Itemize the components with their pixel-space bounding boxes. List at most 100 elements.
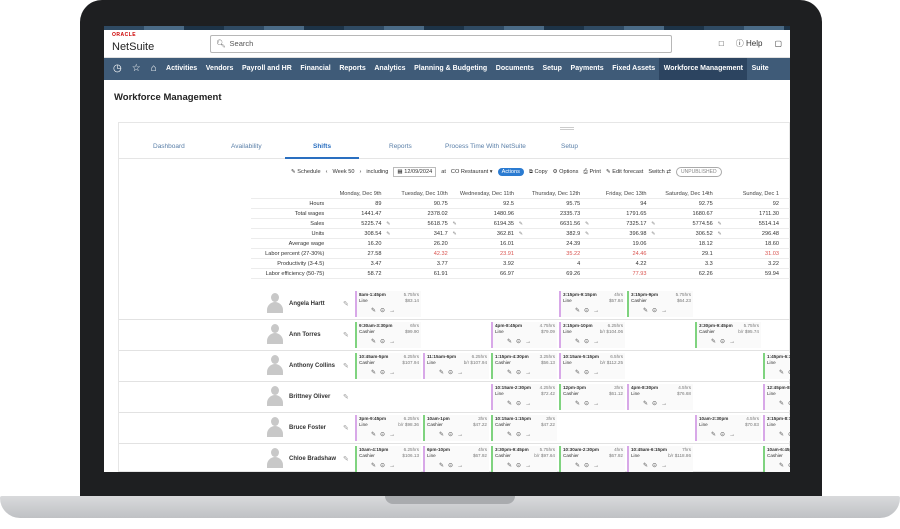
edit-pencil-icon[interactable]: ✎ <box>386 231 391 237</box>
remove-shift-icon[interactable]: ⊝ <box>788 432 790 438</box>
tab-dashboard[interactable]: Dashboard <box>153 143 185 150</box>
shift-card[interactable]: 10:45am-5pm 6.25hrs Cashier $107.94 ✎⊝→ <box>355 353 421 379</box>
edit-shift-icon[interactable]: ✎ <box>371 339 381 345</box>
shift-card[interactable]: 3:15pm-9:15pm 4hrs Line $57.84 ✎⊝→ <box>559 291 625 317</box>
move-shift-icon[interactable]: → <box>525 463 536 469</box>
move-shift-icon[interactable]: → <box>389 463 400 469</box>
edit-pencil-icon[interactable]: ✎ <box>518 221 523 227</box>
nav-item-vendors[interactable]: Vendors <box>205 65 234 72</box>
drag-handle[interactable] <box>560 127 574 130</box>
shift-card[interactable]: 3:30pm-9:45pm 5.75hrs Cashier b/r $95.74 ✎⊝→ <box>695 322 761 348</box>
global-search[interactable]: 🔍︎ Search <box>210 34 672 53</box>
edit-shift-icon[interactable]: ✎ <box>507 401 517 407</box>
edit-shift-icon[interactable]: ✎ <box>779 432 789 438</box>
help-link[interactable]: ⓘ Help <box>735 39 763 48</box>
edit-shift-icon[interactable]: ✎ <box>779 463 789 469</box>
tab-shifts[interactable]: Shifts <box>284 143 360 159</box>
shift-card[interactable]: 3:15pm-8:15pmLine✎⊝→ <box>763 415 790 441</box>
remove-shift-icon[interactable]: ⊝ <box>584 339 594 345</box>
remove-shift-icon[interactable]: ⊝ <box>516 370 526 376</box>
remove-shift-icon[interactable]: ⊝ <box>516 339 526 345</box>
shift-card[interactable]: 3pm-9:45pm 6.25hrs Line b/r $98.36 ✎⊝→ <box>355 415 421 441</box>
copy-button[interactable]: ⧉ Copy <box>528 168 548 175</box>
shift-card[interactable]: 12pm-3pm 3hrs Cashier $61.12 ✎⊝→ <box>559 384 625 410</box>
edit-pencil-icon[interactable]: ✎ <box>518 231 523 237</box>
shift-card[interactable]: 8am-1:45pm 5.75hrs Line $83.14 ✎⊝→ <box>355 291 421 317</box>
nav-item-workforce-management[interactable]: Workforce Management <box>659 58 748 80</box>
move-shift-icon[interactable]: → <box>729 339 740 345</box>
remove-shift-icon[interactable]: ⊝ <box>584 370 594 376</box>
edit-pencil-icon[interactable]: ✎ <box>651 231 656 237</box>
edit-shift-icon[interactable]: ✎ <box>507 432 517 438</box>
edit-shift-icon[interactable]: ✎ <box>643 463 653 469</box>
edit-employee-icon[interactable]: ✎ <box>343 301 349 308</box>
tab-availability[interactable]: Availability <box>231 143 262 150</box>
move-shift-icon[interactable]: → <box>729 432 740 438</box>
employee-name[interactable]: Brittney Oliver <box>289 394 331 400</box>
edit-shift-icon[interactable]: ✎ <box>779 401 789 407</box>
move-shift-icon[interactable]: → <box>661 401 672 407</box>
nav-item-suite[interactable]: Suite <box>751 65 769 72</box>
employee-name[interactable]: Anthony Collins <box>289 363 335 369</box>
edit-shift-icon[interactable]: ✎ <box>575 401 585 407</box>
shift-card[interactable]: 6pm-10pm 4hrs Line $67.92 ✎⊝→ <box>423 446 489 472</box>
edit-shift-icon[interactable]: ✎ <box>575 463 585 469</box>
remove-shift-icon[interactable]: ⊝ <box>788 401 790 407</box>
move-shift-icon[interactable]: → <box>525 370 536 376</box>
move-shift-icon[interactable]: → <box>593 463 604 469</box>
edit-forecast-button[interactable]: ✎ Edit forecast <box>605 169 644 175</box>
edit-shift-icon[interactable]: ✎ <box>779 370 789 376</box>
nav-item-planning-budgeting[interactable]: Planning & Budgeting <box>414 65 488 72</box>
remove-shift-icon[interactable]: ⊝ <box>720 339 730 345</box>
remove-shift-icon[interactable]: ⊝ <box>380 370 390 376</box>
move-shift-icon[interactable]: → <box>661 463 672 469</box>
remove-shift-icon[interactable]: ⊝ <box>448 370 458 376</box>
favorites-icon[interactable]: ☆ <box>131 63 141 74</box>
shift-card[interactable]: 3:30pm-9:45pm 5.75hrs Cashier b/r $97.64 ✎⊝→ <box>491 446 557 472</box>
shift-card[interactable]: 10:15am-2:30pm 4.25hrs Line $72.42 ✎⊝→ <box>491 384 557 410</box>
shift-card[interactable]: 3:15pm-9pm 5.75hrs Cashier $64.23 ✎⊝→ <box>627 291 693 317</box>
move-shift-icon[interactable]: → <box>661 308 672 314</box>
recent-icon[interactable]: ◷ <box>113 63 122 74</box>
nav-item-activities[interactable]: Activities <box>166 65 198 72</box>
employee-name[interactable]: Ann Torres <box>289 332 321 338</box>
edit-employee-icon[interactable]: ✎ <box>343 394 349 401</box>
feedback-icon[interactable]: ▢ <box>774 39 782 48</box>
shift-card[interactable]: 1:45pm-6:30pmLine✎⊝→ <box>763 353 790 379</box>
tab-setup[interactable]: Setup <box>561 143 578 150</box>
move-shift-icon[interactable]: → <box>593 370 604 376</box>
remove-shift-icon[interactable]: ⊝ <box>788 370 790 376</box>
edit-employee-icon[interactable]: ✎ <box>343 363 349 370</box>
remove-shift-icon[interactable]: ⊝ <box>516 401 526 407</box>
remove-shift-icon[interactable]: ⊝ <box>448 463 458 469</box>
nav-item-analytics[interactable]: Analytics <box>374 65 406 72</box>
edit-shift-icon[interactable]: ✎ <box>575 370 585 376</box>
shift-card[interactable]: 3:15pm-10pm 6.25hrs Line b/r $104.06 ✎⊝→ <box>559 322 625 348</box>
shift-card[interactable]: 10am-6:45pmCashier ✎⊝→ <box>763 446 790 472</box>
print-button[interactable]: ⎙ Print <box>583 168 601 175</box>
home-icon[interactable]: ⌂ <box>150 63 157 74</box>
employee-name[interactable]: Bruce Foster <box>289 425 327 431</box>
edit-shift-icon[interactable]: ✎ <box>371 463 381 469</box>
switch-button[interactable]: Switch ⇄ <box>648 169 672 175</box>
edit-employee-icon[interactable]: ✎ <box>343 425 349 432</box>
edit-shift-icon[interactable]: ✎ <box>643 308 653 314</box>
next-week-icon[interactable]: › <box>359 169 362 175</box>
remove-shift-icon[interactable]: ⊝ <box>652 308 662 314</box>
shift-card[interactable]: 10am-4:15pm 6.25hrs Cashier $106.13 ✎⊝→ <box>355 446 421 472</box>
schedule-button[interactable]: ✎ Schedule <box>291 169 321 175</box>
move-shift-icon[interactable]: → <box>457 432 468 438</box>
nav-item-documents[interactable]: Documents <box>495 65 534 72</box>
shift-card[interactable]: 1:15pm-4:30pm 3.25hrs Cashier $56.13 ✎⊝→ <box>491 353 557 379</box>
shift-card[interactable]: 10:30am-2:30pm 4hrs Cashier $67.92 ✎⊝→ <box>559 446 625 472</box>
edit-pencil-icon[interactable]: ✎ <box>717 221 722 227</box>
nav-item-reports[interactable]: Reports <box>339 65 366 72</box>
move-shift-icon[interactable]: → <box>389 339 400 345</box>
edit-shift-icon[interactable]: ✎ <box>439 370 449 376</box>
move-shift-icon[interactable]: → <box>525 432 536 438</box>
edit-shift-icon[interactable]: ✎ <box>507 339 517 345</box>
nav-item-fixed-assets[interactable]: Fixed Assets <box>612 65 656 72</box>
edit-shift-icon[interactable]: ✎ <box>371 432 381 438</box>
edit-shift-icon[interactable]: ✎ <box>371 308 381 314</box>
move-shift-icon[interactable]: → <box>389 370 400 376</box>
